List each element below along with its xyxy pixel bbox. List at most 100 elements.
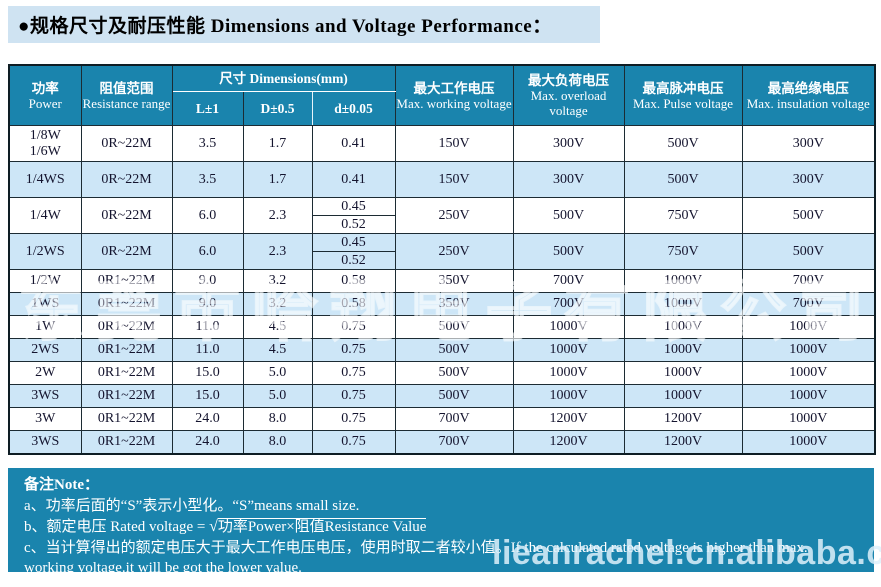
table-row: 1/2W 0R1~22M 9.0 3.2 0.58 350V 700V 1000…	[8, 269, 876, 293]
cell-L: 24.0	[171, 430, 244, 454]
page-title: ●规格尺寸及耐压性能 Dimensions and Voltage Perfor…	[8, 6, 600, 43]
cell-insulation: 500V	[741, 197, 876, 234]
cell-power: 2WS	[8, 338, 82, 362]
cell-range: 0R~22M	[80, 161, 173, 198]
cell-d-split: 0.45 0.52	[311, 197, 396, 234]
cell-D: 1.7	[242, 161, 313, 198]
cell-range: 0R~22M	[80, 233, 173, 270]
cell-power: 3WS	[8, 430, 82, 454]
cell-pulse: 750V	[623, 197, 743, 234]
col-header-dim-L: L±1	[171, 91, 244, 126]
note-b-radicand: 功率Power×阻值Resistance Value	[217, 518, 427, 535]
cell-power: 3WS	[8, 384, 82, 408]
cell-pulse: 1000V	[623, 384, 743, 408]
cell-working: 500V	[394, 384, 514, 408]
cell-insulation: 1000V	[741, 384, 876, 408]
cell-range: 0R1~22M	[80, 315, 173, 339]
cell-d: 0.41	[311, 161, 396, 198]
cell-overload: 500V	[512, 233, 625, 270]
col-header-dim-d: d±0.05	[311, 91, 396, 126]
cell-pulse: 500V	[623, 125, 743, 162]
table-row: 1WS 0R1~22M 9.0 3.2 0.58 350V 700V 1000V…	[8, 292, 876, 316]
cell-working: 500V	[394, 361, 514, 385]
table-row: 1/4WS 0R~22M 3.5 1.7 0.41 150V 300V 500V…	[8, 161, 876, 198]
cell-insulation: 700V	[741, 269, 876, 293]
col-header-overload-cn: 最大负荷电压	[528, 73, 610, 88]
cell-L: 15.0	[171, 384, 244, 408]
table-row: 3WS 0R1~22M 15.0 5.0 0.75 500V 1000V 100…	[8, 384, 876, 408]
cell-D: 3.2	[242, 269, 313, 293]
col-header-working-cn: 最大工作电压	[413, 80, 495, 96]
cell-overload: 1000V	[512, 384, 625, 408]
cell-working: 350V	[394, 269, 514, 293]
cell-power: 1/2W	[8, 269, 82, 293]
cell-pulse: 1000V	[623, 292, 743, 316]
sqrt-radical: √	[209, 518, 218, 535]
cell-range: 0R1~22M	[80, 430, 173, 454]
cell-insulation: 700V	[741, 292, 876, 316]
cell-pulse: 1200V	[623, 407, 743, 431]
cell-working: 250V	[394, 233, 514, 270]
cell-insulation: 500V	[741, 233, 876, 270]
col-header-pulse-en: Max. Pulse voltage	[633, 95, 734, 111]
table-row: 2W 0R1~22M 15.0 5.0 0.75 500V 1000V 1000…	[8, 361, 876, 385]
cell-range: 0R1~22M	[80, 292, 173, 316]
notes-label: 备注Note：	[24, 477, 99, 493]
cell-overload: 1200V	[512, 430, 625, 454]
cell-overload: 1200V	[512, 407, 625, 431]
cell-D: 2.3	[242, 233, 313, 270]
table-row: 1W 0R1~22M 11.0 4.5 0.75 500V 1000V 1000…	[8, 315, 876, 339]
cell-range: 0R1~22M	[80, 361, 173, 385]
table-row: 1/4W 0R~22M 6.0 2.3 0.45 0.52 250V 500V …	[8, 197, 876, 234]
col-header-pulse-voltage: 最高脉冲电压 Max. Pulse voltage	[623, 64, 743, 126]
cell-D: 4.5	[242, 338, 313, 362]
cell-insulation: 1000V	[741, 361, 876, 385]
cell-L: 15.0	[171, 361, 244, 385]
cell-range: 0R1~22M	[80, 384, 173, 408]
cell-overload: 1000V	[512, 338, 625, 362]
cell-D: 5.0	[242, 361, 313, 385]
cell-D: 1.7	[242, 125, 313, 162]
cell-L: 6.0	[171, 233, 244, 270]
cell-insulation: 1000V	[741, 430, 876, 454]
cell-insulation: 300V	[741, 161, 876, 198]
cell-overload: 300V	[512, 161, 625, 198]
cell-working: 150V	[394, 125, 514, 162]
col-header-overload-voltage: 最大负荷电压 Max. overload voltage	[512, 64, 625, 126]
table-row: 3W 0R1~22M 24.0 8.0 0.75 700V 1200V 1200…	[8, 407, 876, 431]
cell-working: 150V	[394, 161, 514, 198]
cell-power: 1W	[8, 315, 82, 339]
cell-overload: 500V	[512, 197, 625, 234]
cell-pulse: 1000V	[623, 315, 743, 339]
note-a: a、功率后面的“S”表示小型化。“S”means small size.	[24, 498, 360, 514]
cell-L: 11.0	[171, 315, 244, 339]
cell-power: 1WS	[8, 292, 82, 316]
col-header-resistance-en: Resistance range	[82, 95, 171, 111]
col-header-dim-D: D±0.5	[242, 91, 313, 126]
col-header-dimensions: 尺寸 Dimensions(mm)	[171, 64, 396, 92]
cell-L: 11.0	[171, 338, 244, 362]
cell-power: 1/2WS	[8, 233, 82, 270]
note-b-prefix: b、额定电压 Rated voltage =	[24, 519, 210, 535]
cell-insulation: 1000V	[741, 407, 876, 431]
cell-insulation: 1000V	[741, 338, 876, 362]
cell-power: 2W	[8, 361, 82, 385]
spec-table: 功率 Power 阻值范围 Resistance range 尺寸 Dimens…	[8, 64, 877, 455]
cell-overload: 700V	[512, 292, 625, 316]
col-header-insulation-en: Max. insulation voltage	[746, 95, 870, 111]
cell-D: 8.0	[242, 430, 313, 454]
cell-L: 3.5	[171, 125, 244, 162]
cell-range: 0R1~22M	[80, 269, 173, 293]
cell-d-split: 0.45 0.52	[311, 233, 396, 270]
col-header-resistance-cn: 阻值范围	[99, 80, 154, 96]
col-header-working-voltage: 最大工作电压 Max. working voltage	[394, 64, 514, 126]
cell-d: 0.75	[311, 361, 396, 385]
cell-overload: 300V	[512, 125, 625, 162]
cell-d: 0.75	[311, 407, 396, 431]
cell-pulse: 1000V	[623, 361, 743, 385]
cell-overload: 1000V	[512, 315, 625, 339]
cell-range: 0R1~22M	[80, 407, 173, 431]
col-header-power-en: Power	[28, 95, 62, 111]
cell-D: 5.0	[242, 384, 313, 408]
cell-L: 9.0	[171, 269, 244, 293]
